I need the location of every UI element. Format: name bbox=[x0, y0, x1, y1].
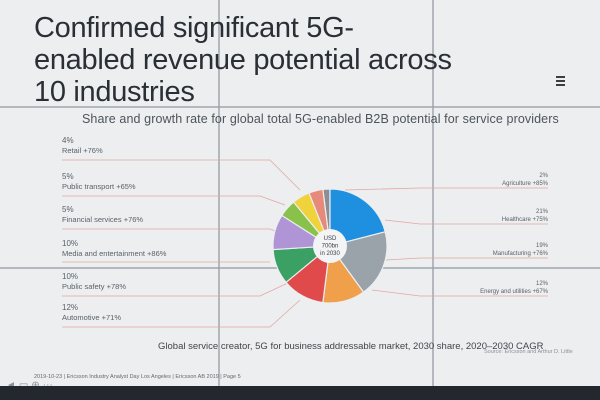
more-icon[interactable]: ⋯ bbox=[43, 380, 56, 391]
slide-title: Confirmed significant 5G-enabled revenue… bbox=[34, 12, 452, 108]
leader-line bbox=[385, 257, 548, 261]
leader-line bbox=[62, 299, 301, 328]
menu-icon bbox=[556, 76, 568, 86]
center-label-line: in 2030 bbox=[320, 251, 340, 257]
leader-line bbox=[384, 219, 548, 225]
leader-line bbox=[344, 187, 548, 191]
slide-nav-controls[interactable]: ◄▭⊕⋯ bbox=[6, 380, 56, 391]
label-name: Public transport +65% bbox=[62, 182, 136, 191]
label-media-entertainment: 10% Media and entertainment +86% bbox=[62, 239, 166, 259]
event-footer: 2019-10-23 | Ericsson Industry Analyst D… bbox=[34, 374, 241, 380]
label-name: Healthcare +75% bbox=[501, 217, 548, 223]
screen-seam bbox=[218, 0, 220, 386]
label-share: 10% bbox=[62, 239, 79, 248]
label-share: 5% bbox=[62, 205, 74, 214]
label-share: 21% bbox=[535, 209, 548, 215]
label-retail: 4% Retail +76% bbox=[62, 136, 103, 156]
screen-seam bbox=[432, 0, 434, 386]
label-manufacturing: 19% Manufacturing +76% bbox=[480, 242, 548, 258]
label-name: Energy and utilities +67% bbox=[480, 289, 548, 295]
label-public-transport: 5% Public transport +65% bbox=[62, 172, 136, 192]
label-name: Media and entertainment +86% bbox=[62, 249, 167, 258]
label-share: 12% bbox=[62, 303, 79, 312]
previous-arrow-icon[interactable]: ◄ bbox=[6, 380, 19, 391]
label-automotive: 12% Automotive +71% bbox=[62, 303, 121, 323]
label-public-safety: 10% Public safety +78% bbox=[62, 272, 126, 292]
source-note: Source: Ericsson and Arthur D. Little bbox=[484, 349, 573, 355]
label-name: Automotive +71% bbox=[62, 313, 121, 322]
label-name: Agriculture +85% bbox=[502, 181, 548, 187]
label-healthcare: 21% Healthcare +75% bbox=[480, 208, 548, 224]
label-share: 12% bbox=[535, 281, 548, 287]
label-share: 2% bbox=[539, 173, 548, 179]
leader-line bbox=[62, 228, 279, 233]
label-name: Financial services +76% bbox=[62, 215, 144, 224]
label-share: 19% bbox=[535, 243, 548, 249]
leader-line bbox=[62, 195, 286, 206]
leader-line bbox=[62, 159, 301, 191]
chart-title: Share and growth rate for global total 5… bbox=[82, 112, 559, 126]
label-name: Public safety +78% bbox=[62, 282, 126, 291]
pie-center bbox=[313, 229, 347, 263]
page-icon[interactable]: ▭ bbox=[19, 380, 31, 391]
leader-line bbox=[62, 281, 291, 297]
leader-line bbox=[371, 289, 548, 297]
label-agriculture: 2% Agriculture +85% bbox=[480, 172, 548, 188]
label-name: Manufacturing +76% bbox=[492, 251, 548, 257]
label-share: 5% bbox=[62, 172, 74, 181]
center-label-line: USD bbox=[324, 236, 337, 242]
label-name: Retail +76% bbox=[62, 146, 103, 155]
center-label-line: 700bn bbox=[322, 244, 339, 250]
label-energy-utilities: 12% Energy and utilities +67% bbox=[470, 280, 548, 296]
search-icon[interactable]: ⊕ bbox=[31, 380, 42, 391]
label-financial-services: 5% Financial services +76% bbox=[62, 205, 143, 225]
label-share: 4% bbox=[62, 136, 74, 145]
label-share: 10% bbox=[62, 272, 79, 281]
screen-seam bbox=[0, 106, 600, 108]
chart-caption: Global service creator, 5G for business … bbox=[158, 341, 544, 352]
projection-screen bbox=[0, 0, 600, 386]
screen-bezel bbox=[0, 386, 600, 400]
